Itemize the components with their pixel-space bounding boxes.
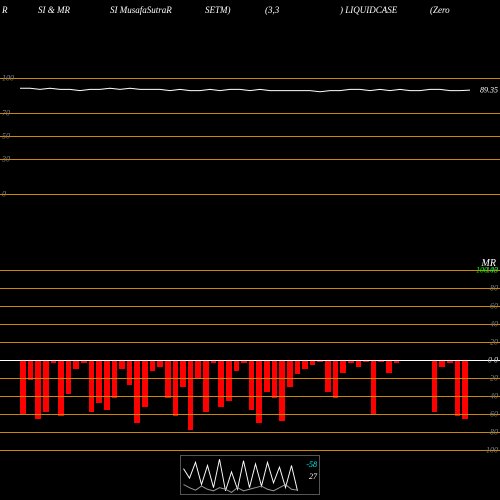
bar	[119, 360, 125, 369]
bar	[157, 360, 163, 367]
axis-label: 30	[2, 155, 10, 164]
grid-line	[0, 270, 500, 271]
bar	[462, 360, 468, 419]
bar	[58, 360, 64, 416]
header-item: ) LIQUIDCASE	[340, 5, 397, 15]
bar	[432, 360, 438, 412]
bar	[455, 360, 461, 416]
axis-label: -60	[487, 410, 498, 419]
bar	[195, 360, 201, 378]
bar	[302, 360, 308, 369]
oscillator-panel: 100806040200-20-40-60-80-1000 0100.43	[0, 270, 500, 450]
grid-line	[0, 194, 500, 195]
grid-line	[0, 396, 500, 397]
grid-line	[0, 432, 500, 433]
bar	[35, 360, 41, 419]
axis-label: 20	[490, 338, 498, 347]
bar	[340, 360, 346, 373]
bar	[226, 360, 232, 401]
grid-line	[0, 342, 500, 343]
grid-line	[0, 306, 500, 307]
grid-line	[0, 288, 500, 289]
bar	[20, 360, 26, 414]
bar	[356, 360, 362, 367]
axis-label: -100	[483, 446, 498, 455]
grid-line	[0, 78, 500, 79]
bar	[173, 360, 179, 416]
axis-label: 0	[2, 190, 6, 199]
bar	[203, 360, 209, 412]
grid-line	[0, 113, 500, 114]
axis-label: 100	[2, 73, 14, 82]
bar	[73, 360, 79, 369]
grid-line	[0, 324, 500, 325]
grid-line	[0, 136, 500, 137]
header-item: (Zero	[430, 5, 450, 15]
header-item: R	[2, 5, 8, 15]
grid-line	[0, 159, 500, 160]
bar	[371, 360, 377, 414]
bar	[218, 360, 224, 407]
header-item: SETM)	[205, 5, 231, 15]
axis-label: 70	[2, 108, 10, 117]
bar	[43, 360, 49, 412]
bar	[127, 360, 133, 385]
bar	[89, 360, 95, 412]
axis-label: -80	[487, 428, 498, 437]
bar	[150, 360, 156, 371]
bar	[386, 360, 392, 373]
bar	[104, 360, 110, 410]
axis-label: 40	[490, 320, 498, 329]
bar	[28, 360, 34, 380]
header-labels: R SI & MR SI MusafaSutraR SETM) (3,3 ) LIQUID…	[0, 5, 500, 17]
grid-line	[0, 450, 500, 451]
price-line-chart	[0, 72, 500, 194]
axis-label: 80	[490, 284, 498, 293]
price-panel: 100705030089.35	[0, 72, 500, 194]
bar	[325, 360, 331, 392]
axis-label: -20	[487, 374, 498, 383]
axis-label: -40	[487, 392, 498, 401]
zero-label: 0 0	[488, 356, 498, 365]
header-item: SI & MR	[38, 5, 70, 15]
mini-label-2: 27	[309, 472, 317, 481]
bar	[439, 360, 445, 367]
top-value-label: 100.43	[476, 266, 498, 275]
bar	[234, 360, 240, 371]
bar	[287, 360, 293, 387]
header-item: (3,3	[265, 5, 279, 15]
grid-line	[0, 360, 500, 361]
bar	[264, 360, 270, 392]
grid-line	[0, 414, 500, 415]
bar	[279, 360, 285, 421]
current-value-label: 89.35	[480, 86, 498, 95]
grid-line	[0, 378, 500, 379]
bar	[249, 360, 255, 410]
bar	[142, 360, 148, 407]
bar	[295, 360, 301, 374]
header-item: SI MusafaSutraR	[110, 5, 172, 15]
bar	[180, 360, 186, 387]
mini-label-1: -58	[306, 460, 317, 469]
axis-label: 60	[490, 302, 498, 311]
axis-label: 50	[2, 131, 10, 140]
mini-chart	[181, 456, 319, 494]
mini-panel: -5827	[180, 455, 320, 495]
